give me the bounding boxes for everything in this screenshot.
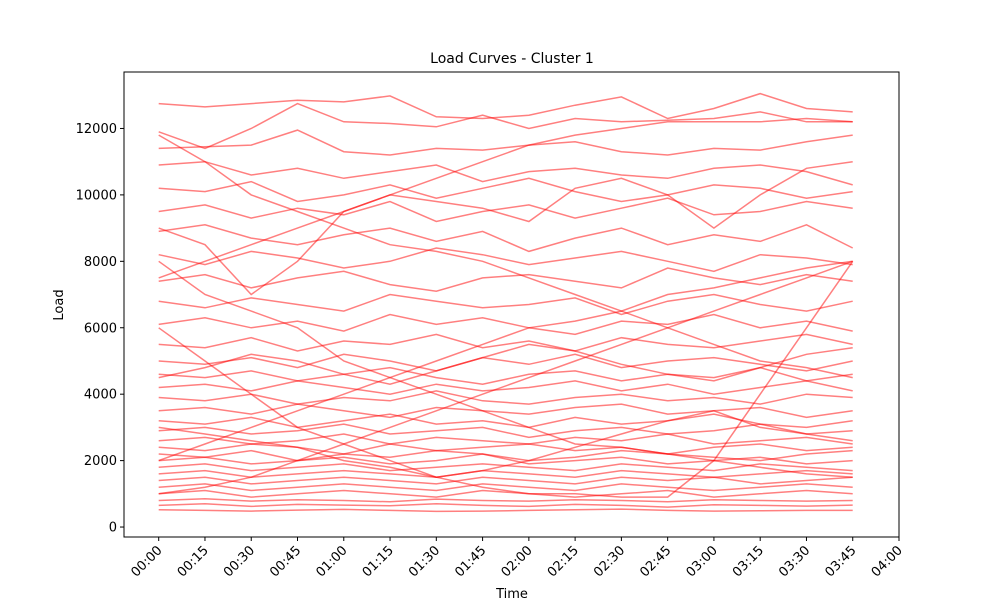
load-curve — [158, 134, 853, 379]
load-curve — [158, 410, 853, 478]
y-tick-label: 6000 — [84, 321, 117, 336]
load-curve — [158, 433, 853, 445]
x-axis-label: Time — [495, 587, 528, 600]
y-tick-label: 10000 — [76, 188, 117, 203]
load-curve — [158, 267, 853, 292]
load-curve — [158, 476, 853, 485]
load-curve — [158, 160, 853, 296]
load-curve — [158, 293, 853, 316]
plot-frame — [123, 71, 900, 538]
load-curve — [158, 489, 853, 498]
load-curve — [158, 260, 854, 498]
y-tick-label: 4000 — [84, 388, 117, 403]
load-curve — [158, 508, 853, 513]
y-tick-label: 12000 — [76, 122, 117, 137]
load-curve — [158, 503, 853, 508]
load-curve — [158, 343, 853, 385]
load-curve — [158, 160, 853, 186]
load-curve — [158, 223, 854, 253]
load-curve — [158, 498, 853, 503]
load-curve — [158, 366, 853, 385]
load-curve — [158, 380, 853, 395]
chart-title: Load Curves - Cluster 1 — [430, 51, 594, 67]
y-tick-label: 0 — [109, 521, 117, 536]
load-curve — [158, 353, 853, 372]
load-curve — [158, 177, 853, 203]
load-curve — [158, 92, 853, 120]
load-curve — [158, 260, 853, 462]
load-curve — [158, 390, 853, 405]
load-curve — [158, 117, 853, 279]
load-curve — [158, 260, 853, 478]
load-curve — [158, 313, 853, 336]
load-curve — [158, 102, 853, 150]
y-tick-label: 2000 — [84, 454, 117, 469]
load-curve — [158, 483, 853, 492]
load-curve — [158, 443, 853, 455]
load-curve — [158, 129, 853, 156]
load-curve — [158, 453, 853, 465]
load-curve — [158, 247, 853, 273]
load-curve — [158, 197, 853, 223]
y-axis-label: Load — [52, 289, 67, 320]
y-tick-label: 8000 — [84, 255, 117, 270]
load-curve — [158, 469, 853, 478]
load-curve — [158, 260, 853, 495]
load-curve — [158, 403, 853, 419]
load-curve — [158, 333, 853, 352]
